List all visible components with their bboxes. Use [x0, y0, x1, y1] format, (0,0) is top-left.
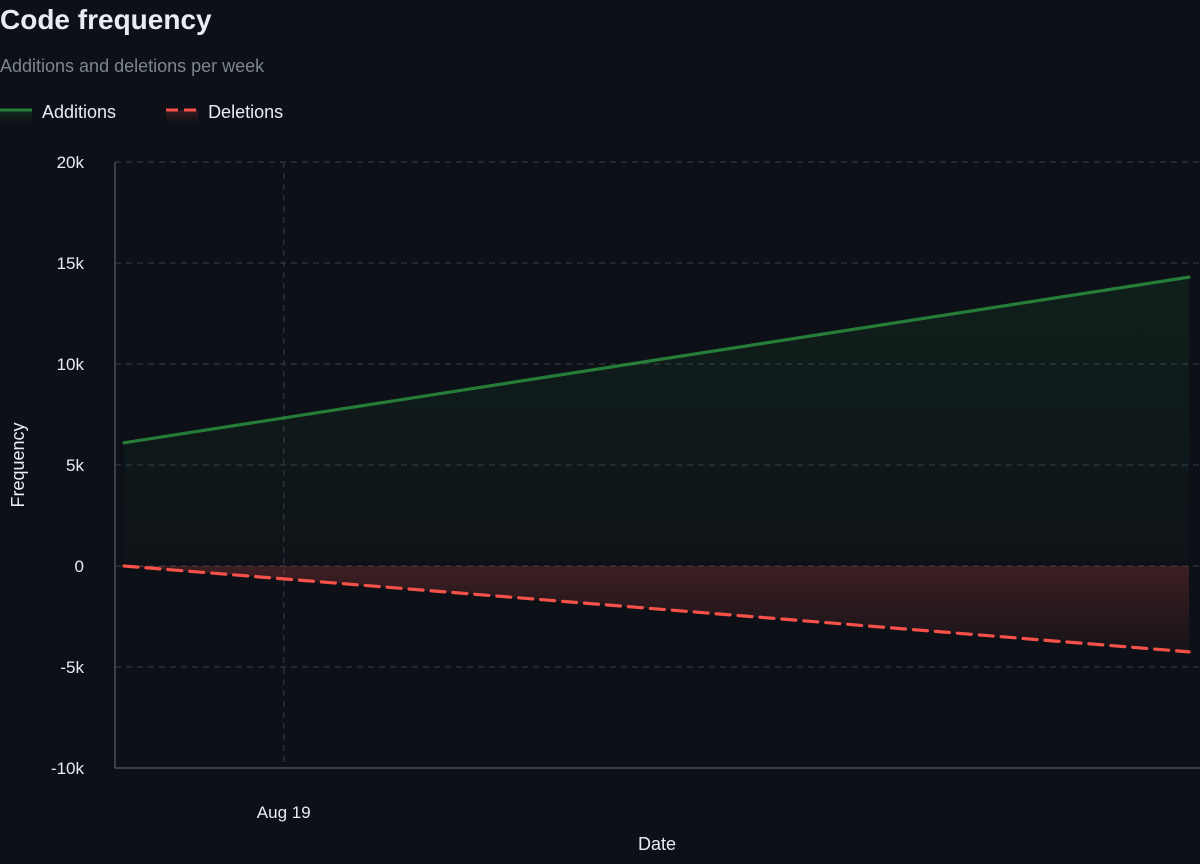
y-tick-label: 15k	[57, 254, 85, 273]
x-tick-label: Aug 19	[257, 803, 311, 822]
deletions-swatch-icon	[166, 101, 199, 123]
additions-swatch-icon	[0, 101, 32, 123]
legend-label-additions: Additions	[42, 101, 117, 122]
x-axis-label: Date	[638, 834, 676, 854]
legend-item-deletions[interactable]: Deletions	[166, 101, 283, 123]
series-area-additions	[124, 277, 1189, 566]
legend-label-deletions: Deletions	[208, 101, 284, 122]
axes	[114, 162, 1200, 769]
legend-item-additions[interactable]: Additions	[0, 101, 116, 123]
tick-labels: -10k -5k 0 5k 10k 15k 20k Aug 19	[51, 153, 311, 822]
y-tick-label: 10k	[57, 355, 85, 374]
series-line-additions	[122, 275, 1191, 445]
chart-legend: Additions Deletions	[0, 100, 333, 124]
chart-title: Code frequency	[0, 4, 212, 35]
chart-subtitle: Additions and deletions per week	[0, 56, 265, 76]
y-tick-label: -10k	[51, 759, 85, 778]
y-axis-label: Frequency	[8, 422, 28, 507]
y-tick-label: 20k	[57, 153, 85, 172]
y-tick-label: 0	[75, 557, 84, 576]
series-lines	[122, 275, 1191, 654]
series-line-deletions	[122, 564, 1191, 654]
y-tick-label: 5k	[66, 456, 84, 475]
y-tick-label: -5k	[60, 658, 84, 677]
